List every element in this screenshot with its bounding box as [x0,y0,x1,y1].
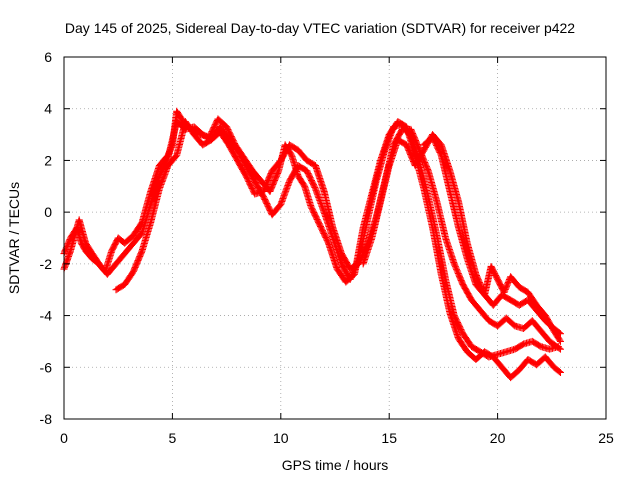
y-tick-label: 2 [44,152,52,168]
data-point [437,150,445,158]
data-point [163,155,171,163]
data-point [556,336,564,344]
x-tick-label: 0 [60,430,68,446]
series-track-b [60,118,562,361]
y-tick-label: 0 [44,204,52,220]
series-track-d [359,131,564,338]
y-tick-label: 6 [44,49,52,65]
data-point [556,337,564,345]
x-tick-label: 10 [273,430,289,446]
data-point [274,168,282,176]
axis-ticks: 0 5 10 15 20 25 -8 -6 -4 -2 0 2 4 6 [40,49,614,446]
y-tick-label: -8 [40,411,53,427]
x-tick-label: 20 [490,430,506,446]
series-track-e [420,133,564,345]
series-track-a [60,107,564,382]
data-point [556,345,564,353]
y-tick-label: -2 [40,256,53,272]
chart-title: Day 145 of 2025, Sidereal Day-to-day VTE… [64,20,576,36]
plot-frame [63,56,607,420]
data-point [555,368,563,376]
series-track-c [112,118,564,353]
y-tick-label: -4 [40,308,53,324]
x-axis-label: GPS time / hours [281,457,389,473]
x-tick-label: 25 [598,430,614,446]
data-points [60,107,564,382]
grid-lines [64,57,606,419]
y-axis-label: SDTVAR / TECUs [6,181,22,295]
y-tick-label: -6 [40,359,53,375]
x-tick-label: 5 [169,430,177,446]
y-tick-label: 4 [44,101,52,117]
data-point [556,368,564,376]
x-tick-label: 15 [381,430,397,446]
data-point [555,344,563,352]
